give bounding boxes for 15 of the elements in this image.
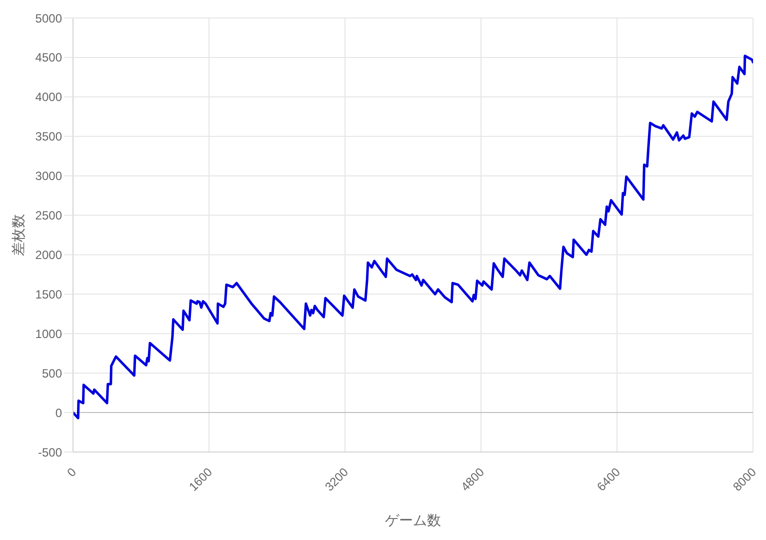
y-tick-label: 2000	[35, 248, 62, 262]
y-axis-title: 差枚数	[10, 214, 26, 256]
y-tick-label: 1500	[35, 287, 62, 302]
y-tick-label: 2500	[35, 208, 62, 223]
y-tick-label: 1000	[35, 326, 62, 341]
x-tick-label: 0	[64, 464, 80, 480]
x-axis-title: ゲーム数	[385, 512, 441, 528]
y-tick-label: 4000	[35, 90, 62, 104]
y-tick-label: 5000	[35, 11, 62, 26]
y-tick-label: 500	[42, 366, 62, 380]
y-tick-label: 4500	[35, 50, 62, 65]
y-tick-label: 3000	[35, 169, 62, 184]
y-tick-label: -500	[38, 445, 62, 460]
y-tick-label: 3500	[35, 130, 62, 144]
y-tick-label: 0	[55, 406, 62, 420]
